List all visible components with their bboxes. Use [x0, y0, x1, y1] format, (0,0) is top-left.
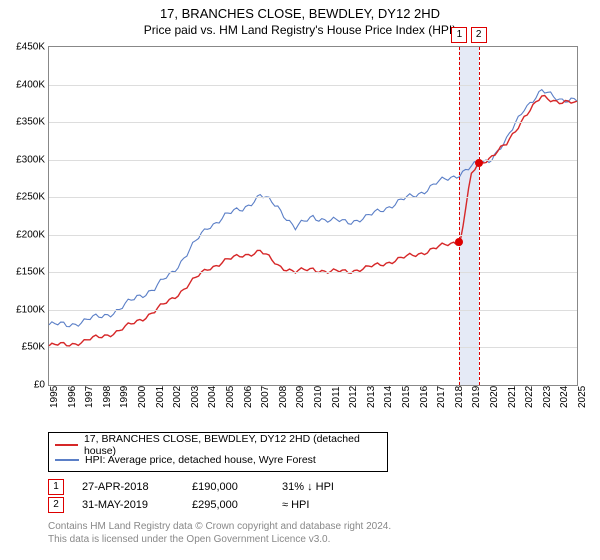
x-tick-label: 2018 [454, 386, 465, 408]
sale-marker-badge: 1 [48, 479, 64, 495]
y-tick-label: £250K [5, 192, 45, 203]
y-tick-label: £300K [5, 154, 45, 165]
plot-area: £0£50K£100K£150K£200K£250K£300K£350K£400… [48, 46, 578, 386]
sale-marker-badge: 2 [471, 27, 487, 43]
x-tick-label: 1999 [119, 386, 130, 408]
x-tick-label: 2004 [207, 386, 218, 408]
sale-price: £295,000 [192, 499, 282, 511]
sale-dot [455, 238, 463, 246]
sale-dot [475, 159, 483, 167]
x-tick-label: 1997 [84, 386, 95, 408]
chart-title: 17, BRANCHES CLOSE, BEWDLEY, DY12 2HD [0, 6, 600, 21]
x-tick-label: 2007 [260, 386, 271, 408]
x-tick-label: 1998 [102, 386, 113, 408]
x-tick-label: 2011 [331, 386, 342, 408]
y-tick-label: £450K [5, 42, 45, 53]
x-tick-label: 2000 [137, 386, 148, 408]
x-tick-label: 2010 [313, 386, 324, 408]
legend-swatch [55, 459, 79, 461]
sale-marker-line [459, 47, 460, 385]
x-tick-label: 2017 [436, 386, 447, 408]
chart-subtitle: Price paid vs. HM Land Registry's House … [0, 23, 600, 37]
y-tick-label: £150K [5, 267, 45, 278]
legend: 17, BRANCHES CLOSE, BEWDLEY, DY12 2HD (d… [48, 432, 388, 472]
x-tick-label: 2024 [559, 386, 570, 408]
x-tick-label: 2002 [172, 386, 183, 408]
sale-marker-badge: 1 [451, 27, 467, 43]
footnote-line: Contains HM Land Registry data © Crown c… [48, 520, 391, 533]
legend-item: 17, BRANCHES CLOSE, BEWDLEY, DY12 2HD (d… [55, 437, 381, 452]
y-tick-label: £100K [5, 304, 45, 315]
y-tick-label: £350K [5, 117, 45, 128]
sales-table: 1 27-APR-2018 £190,000 31% ↓ HPI 2 31-MA… [48, 478, 382, 514]
footnote: Contains HM Land Registry data © Crown c… [48, 520, 391, 546]
x-tick-label: 2021 [507, 386, 518, 408]
x-tick-label: 2019 [471, 386, 482, 408]
x-tick-label: 2022 [524, 386, 535, 408]
x-tick-label: 2009 [295, 386, 306, 408]
series-line [49, 96, 577, 346]
x-tick-label: 2023 [542, 386, 553, 408]
x-tick-label: 2005 [225, 386, 236, 408]
x-tick-label: 2015 [401, 386, 412, 408]
x-tick-label: 1996 [67, 386, 78, 408]
x-tick-label: 2008 [278, 386, 289, 408]
sale-delta: 31% ↓ HPI [282, 481, 382, 493]
x-tick-label: 2003 [190, 386, 201, 408]
x-tick-label: 2016 [419, 386, 430, 408]
table-row: 1 27-APR-2018 £190,000 31% ↓ HPI [48, 478, 382, 496]
x-tick-label: 2006 [243, 386, 254, 408]
chart-container: 17, BRANCHES CLOSE, BEWDLEY, DY12 2HD Pr… [0, 0, 600, 560]
sale-marker-line [479, 47, 480, 385]
y-tick-label: £400K [5, 79, 45, 90]
sale-price: £190,000 [192, 481, 282, 493]
title-block: 17, BRANCHES CLOSE, BEWDLEY, DY12 2HD Pr… [0, 0, 600, 37]
x-tick-label: 2014 [383, 386, 394, 408]
y-tick-label: £200K [5, 229, 45, 240]
legend-label: HPI: Average price, detached house, Wyre… [85, 454, 316, 466]
y-tick-label: £50K [5, 342, 45, 353]
legend-swatch [55, 444, 78, 446]
sale-date: 27-APR-2018 [82, 481, 192, 493]
x-tick-label: 2025 [577, 386, 588, 408]
sale-date: 31-MAY-2019 [82, 499, 192, 511]
x-tick-label: 1995 [49, 386, 60, 408]
line-layer [49, 47, 577, 385]
sale-marker-badge: 2 [48, 497, 64, 513]
footnote-line: This data is licensed under the Open Gov… [48, 533, 391, 546]
x-tick-label: 2001 [155, 386, 166, 408]
series-line [49, 90, 577, 327]
table-row: 2 31-MAY-2019 £295,000 ≈ HPI [48, 496, 382, 514]
x-tick-label: 2020 [489, 386, 500, 408]
x-tick-label: 2013 [366, 386, 377, 408]
x-tick-label: 2012 [348, 386, 359, 408]
sale-delta: ≈ HPI [282, 499, 382, 511]
y-tick-label: £0 [5, 380, 45, 391]
